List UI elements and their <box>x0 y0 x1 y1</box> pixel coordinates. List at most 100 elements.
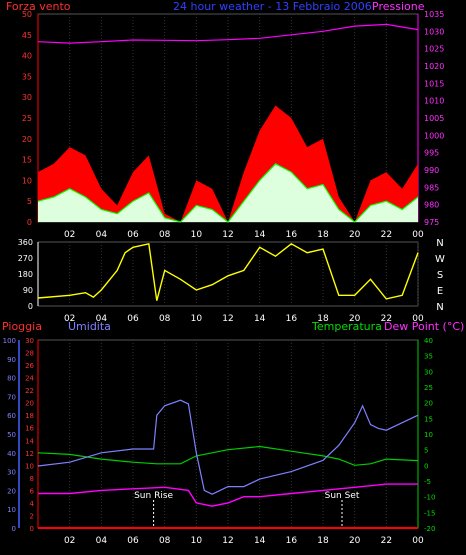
rain-tick: 26 <box>25 362 34 370</box>
pressure-tick: 1005 <box>424 114 444 123</box>
temperature-tick: 10 <box>424 431 433 439</box>
pressure-tick: 1010 <box>424 97 444 106</box>
compass-label: E <box>437 286 443 297</box>
humidity-tick: 30 <box>7 469 16 477</box>
humidity-tick: 70 <box>7 393 16 401</box>
pressure-tick: 975 <box>424 218 439 227</box>
sunset-label: Sun Set <box>325 491 360 501</box>
temperature-tick: -20 <box>424 525 435 533</box>
pressure-tick: 980 <box>424 201 439 210</box>
direction-xtick: 12 <box>222 314 233 324</box>
wind-left-tick: 0 <box>27 218 32 227</box>
wind-xtick: 12 <box>222 230 233 240</box>
pressure-label: Pressione <box>372 0 425 13</box>
pressure-line <box>37 23 419 44</box>
temperature-label: Temperatura <box>311 320 382 333</box>
rain-tick: 0 <box>30 525 34 533</box>
wind-left-tick: 5 <box>27 197 32 206</box>
rain-tick: 6 <box>30 487 35 495</box>
temperature-tick: 5 <box>424 447 428 455</box>
temperature-tick: 20 <box>424 400 433 408</box>
temperature-tick: 30 <box>424 368 433 376</box>
humidity-label: Umidita <box>68 320 111 333</box>
rain-tick: 22 <box>25 387 34 395</box>
climate-xtick: 18 <box>317 536 329 546</box>
climate-xtick: 04 <box>96 536 108 546</box>
wind-xtick: 14 <box>254 230 266 240</box>
temperature-tick: 25 <box>424 384 433 392</box>
rain-tick: 28 <box>25 350 34 358</box>
wind-left-tick: 20 <box>22 135 32 144</box>
direction-xtick: 18 <box>317 314 329 324</box>
direction-tick: 360 <box>18 238 33 247</box>
pressure-tick: 985 <box>424 183 439 192</box>
wind-average-line <box>37 163 419 223</box>
pressure-tick: 1035 <box>424 10 444 19</box>
rain-tick: 24 <box>25 375 34 383</box>
wind-left-tick: 50 <box>22 10 32 19</box>
sunrise-label: Sun Rise <box>134 491 173 501</box>
climate-panel: Pioggia Umidita Temperatura Dew Point (°… <box>2 320 464 546</box>
humidity-line <box>37 399 419 495</box>
wind-xtick: 18 <box>317 230 329 240</box>
humidity-tick: 90 <box>7 356 16 364</box>
wind-xtick: 02 <box>64 230 75 240</box>
dewpoint-label: Dew Point (°C) <box>384 320 464 333</box>
wind-xtick: 20 <box>349 230 361 240</box>
temperature-tick: -15 <box>424 509 435 517</box>
rain-tick: 8 <box>30 475 34 483</box>
compass-label: W <box>435 254 445 265</box>
humidity-tick: 20 <box>7 487 16 495</box>
pressure-tick: 1000 <box>424 131 444 140</box>
pressure-tick: 1015 <box>424 79 444 88</box>
direction-tick: 180 <box>18 270 33 279</box>
rain-tick: 4 <box>30 500 35 508</box>
rain-tick: 12 <box>25 450 34 458</box>
wind-left-tick: 25 <box>22 114 32 123</box>
climate-xtick: 08 <box>159 536 171 546</box>
climate-xtick: 02 <box>64 536 75 546</box>
compass-label: N <box>436 302 443 313</box>
climate-xtick: 20 <box>349 536 361 546</box>
wind-left-tick: 40 <box>22 52 32 61</box>
direction-xtick: 04 <box>96 314 108 324</box>
humidity-tick: 10 <box>7 506 16 514</box>
direction-xtick: 14 <box>254 314 266 324</box>
temperature-tick: 0 <box>424 462 428 470</box>
direction-xtick: 00 <box>412 314 424 324</box>
climate-xtick: 00 <box>412 536 424 546</box>
temperature-tick: -5 <box>424 478 431 486</box>
rain-tick: 30 <box>25 337 34 345</box>
compass-label: S <box>437 270 443 281</box>
direction-xtick: 22 <box>381 314 392 324</box>
wind-xtick: 16 <box>286 230 298 240</box>
wind-xtick: 10 <box>191 230 203 240</box>
climate-xtick: 12 <box>222 536 233 546</box>
rain-tick: 20 <box>25 400 34 408</box>
rain-tick: 2 <box>30 512 34 520</box>
pressure-tick: 995 <box>424 149 439 158</box>
climate-xtick: 14 <box>254 536 266 546</box>
pressure-tick: 1025 <box>424 45 444 54</box>
pressure-tick: 1020 <box>424 62 444 71</box>
wind-xtick: 04 <box>96 230 108 240</box>
wind-xtick: 00 <box>412 230 424 240</box>
direction-tick: 90 <box>23 286 33 295</box>
rain-tick: 10 <box>25 462 34 470</box>
humidity-tick: 60 <box>7 412 16 420</box>
humidity-tick: 100 <box>3 337 16 345</box>
direction-tick: 0 <box>28 302 33 311</box>
direction-xtick: 06 <box>127 314 139 324</box>
wind-left-tick: 10 <box>22 176 32 185</box>
wind-title: 24 hour weather - 13 Febbraio 2006 <box>173 0 372 13</box>
rain-label: Pioggia <box>2 320 42 333</box>
temperature-tick: -10 <box>424 494 435 502</box>
temperature-tick: 35 <box>424 353 433 361</box>
rain-tick: 16 <box>25 425 34 433</box>
wind-left-tick: 15 <box>22 156 32 165</box>
temperature-tick: 40 <box>424 337 433 345</box>
rain-tick: 18 <box>25 412 34 420</box>
wind-left-label: Forza vento <box>6 0 71 13</box>
